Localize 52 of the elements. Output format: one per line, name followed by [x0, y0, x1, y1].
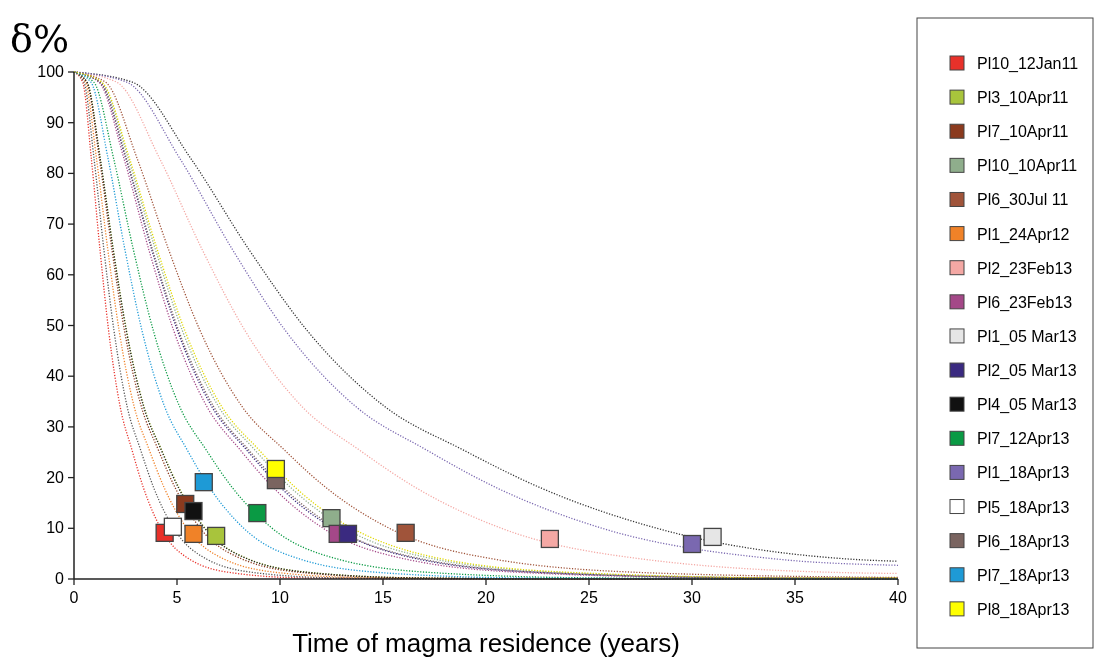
- point: [163, 517, 183, 536]
- point: [540, 529, 560, 549]
- x-tick-label: 40: [889, 589, 907, 606]
- legend-label: Pl7_18Apr13: [977, 566, 1070, 585]
- point: [184, 524, 203, 544]
- point: [703, 527, 722, 547]
- legend-label: Pl3_10Apr11: [977, 89, 1069, 108]
- y-tick-label: 90: [46, 113, 65, 131]
- point: [266, 459, 286, 479]
- x-axis-title: Time of magma residence (years): [292, 628, 680, 658]
- legend-label: Pl10_10Apr11: [977, 157, 1078, 176]
- point: [194, 473, 213, 492]
- y-tick-label: 40: [46, 367, 65, 385]
- point: [184, 501, 203, 521]
- y-tick-label: 50: [46, 316, 65, 334]
- legend-label: Pl5_18Apr13: [977, 498, 1070, 517]
- legend-label: Pl2_05 Mar13: [977, 362, 1077, 381]
- point: [206, 526, 226, 546]
- x-tick-label: 20: [477, 589, 495, 606]
- y-tick-label: 0: [55, 570, 65, 587]
- point: [248, 503, 267, 523]
- y-tick-label: 10: [46, 519, 65, 537]
- point: [338, 524, 358, 544]
- x-tick-label: 35: [786, 589, 804, 606]
- x-tick-label: 25: [580, 589, 598, 606]
- y-tick-label: 20: [46, 468, 65, 486]
- point: [396, 523, 415, 543]
- point: [322, 509, 341, 528]
- y-tick-label: 70: [46, 215, 65, 233]
- y-tick-label: 60: [46, 265, 65, 283]
- legend-label: Pl6_18Apr13: [977, 532, 1070, 551]
- x-tick-label: 30: [683, 589, 701, 606]
- legend-label: Pl4_05 Mar13: [977, 396, 1077, 415]
- legend-label: Pl7_10Apr11: [977, 123, 1069, 142]
- legend-label: Pl10_12Jan11: [977, 55, 1079, 73]
- point: [682, 534, 702, 554]
- legend-label: Pl7_12Apr13: [977, 430, 1070, 449]
- x-tick-label: 15: [374, 589, 392, 606]
- y-tick-label: 80: [46, 164, 65, 182]
- x-tick-label: 10: [271, 589, 289, 606]
- legend-label: Pl8_18Apr13: [977, 600, 1070, 619]
- x-tick-label: 0: [69, 589, 79, 606]
- legend-label: Pl6_23Feb13: [977, 293, 1073, 312]
- legend-label: Pl1_24Apr12: [977, 225, 1070, 244]
- y-tick-label: 30: [46, 417, 65, 435]
- legend-label: Pl6_30Jul 11: [977, 191, 1069, 210]
- x-tick-label: 5: [172, 589, 182, 606]
- legend-label: Pl2_23Feb13: [977, 259, 1073, 278]
- legend-label: Pl1_18Apr13: [977, 464, 1070, 483]
- y-tick-label: 100: [37, 63, 65, 80]
- legend-label: Pl1_05 Mar13: [977, 327, 1077, 346]
- y-axis-title: δ%: [10, 17, 69, 61]
